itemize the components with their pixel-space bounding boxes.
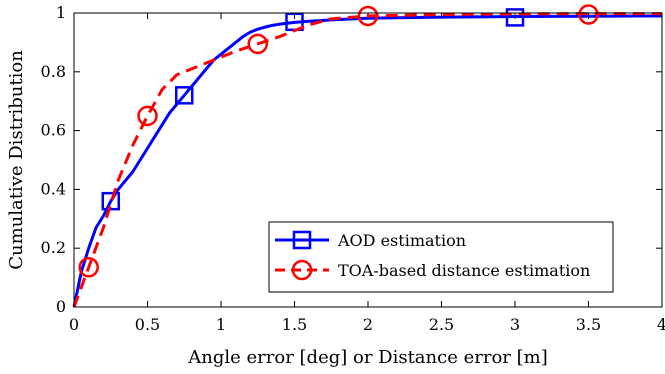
series-layer [72,4,663,308]
series-marker-circle [137,105,158,127]
legend-marker-toa [291,259,313,281]
x-tick-label: 4 [657,315,665,334]
x-tick-label: 0.5 [135,315,160,334]
y-tick-label: 0.6 [41,121,66,140]
x-tick-label: 1 [216,315,226,334]
y-tick-label: 0.4 [41,179,66,198]
x-tick-label: 0 [69,315,79,334]
y-tick-label: 1 [56,3,66,22]
y-tick-label: 0.2 [41,238,66,257]
y-axis-title: Cumulative Distribution [6,50,27,270]
series-marker-square [175,86,194,105]
legend-marker-aod [292,230,312,250]
y-tick-label: 0.8 [41,62,66,81]
series-marker-circle [78,257,99,278]
x-tick-label: 3.5 [576,315,601,334]
ticks-layer: 0 0.5 1 1.5 2 2.5 3 3.5 4 0 0.2 0.4 0.6 0.8 1 [41,3,665,334]
series-marker-circle [357,5,379,27]
x-tick-label: 2 [363,315,373,334]
series-marker-circle [247,33,268,55]
series-marker-square [101,191,120,211]
series-line-0 [72,14,663,308]
legend-label-toa: TOA-based distance estimation [338,261,590,280]
plot-area-frame [73,12,663,308]
legend-box [268,221,614,293]
x-tick-label: 1.5 [282,315,307,334]
series-line-1 [72,12,662,308]
series-marker-square [505,8,525,27]
x-tick-label: 3 [510,315,520,334]
x-tick-label: 2.5 [429,315,454,334]
x-axis-title: Angle error [deg] or Distance error [m] [187,347,547,368]
series-marker-circle [578,4,599,25]
legend-label-aod: AOD estimation [337,231,466,250]
legend: AOD estimation TOA-based distance estima… [268,221,614,293]
y-tick-label: 0 [56,297,66,316]
